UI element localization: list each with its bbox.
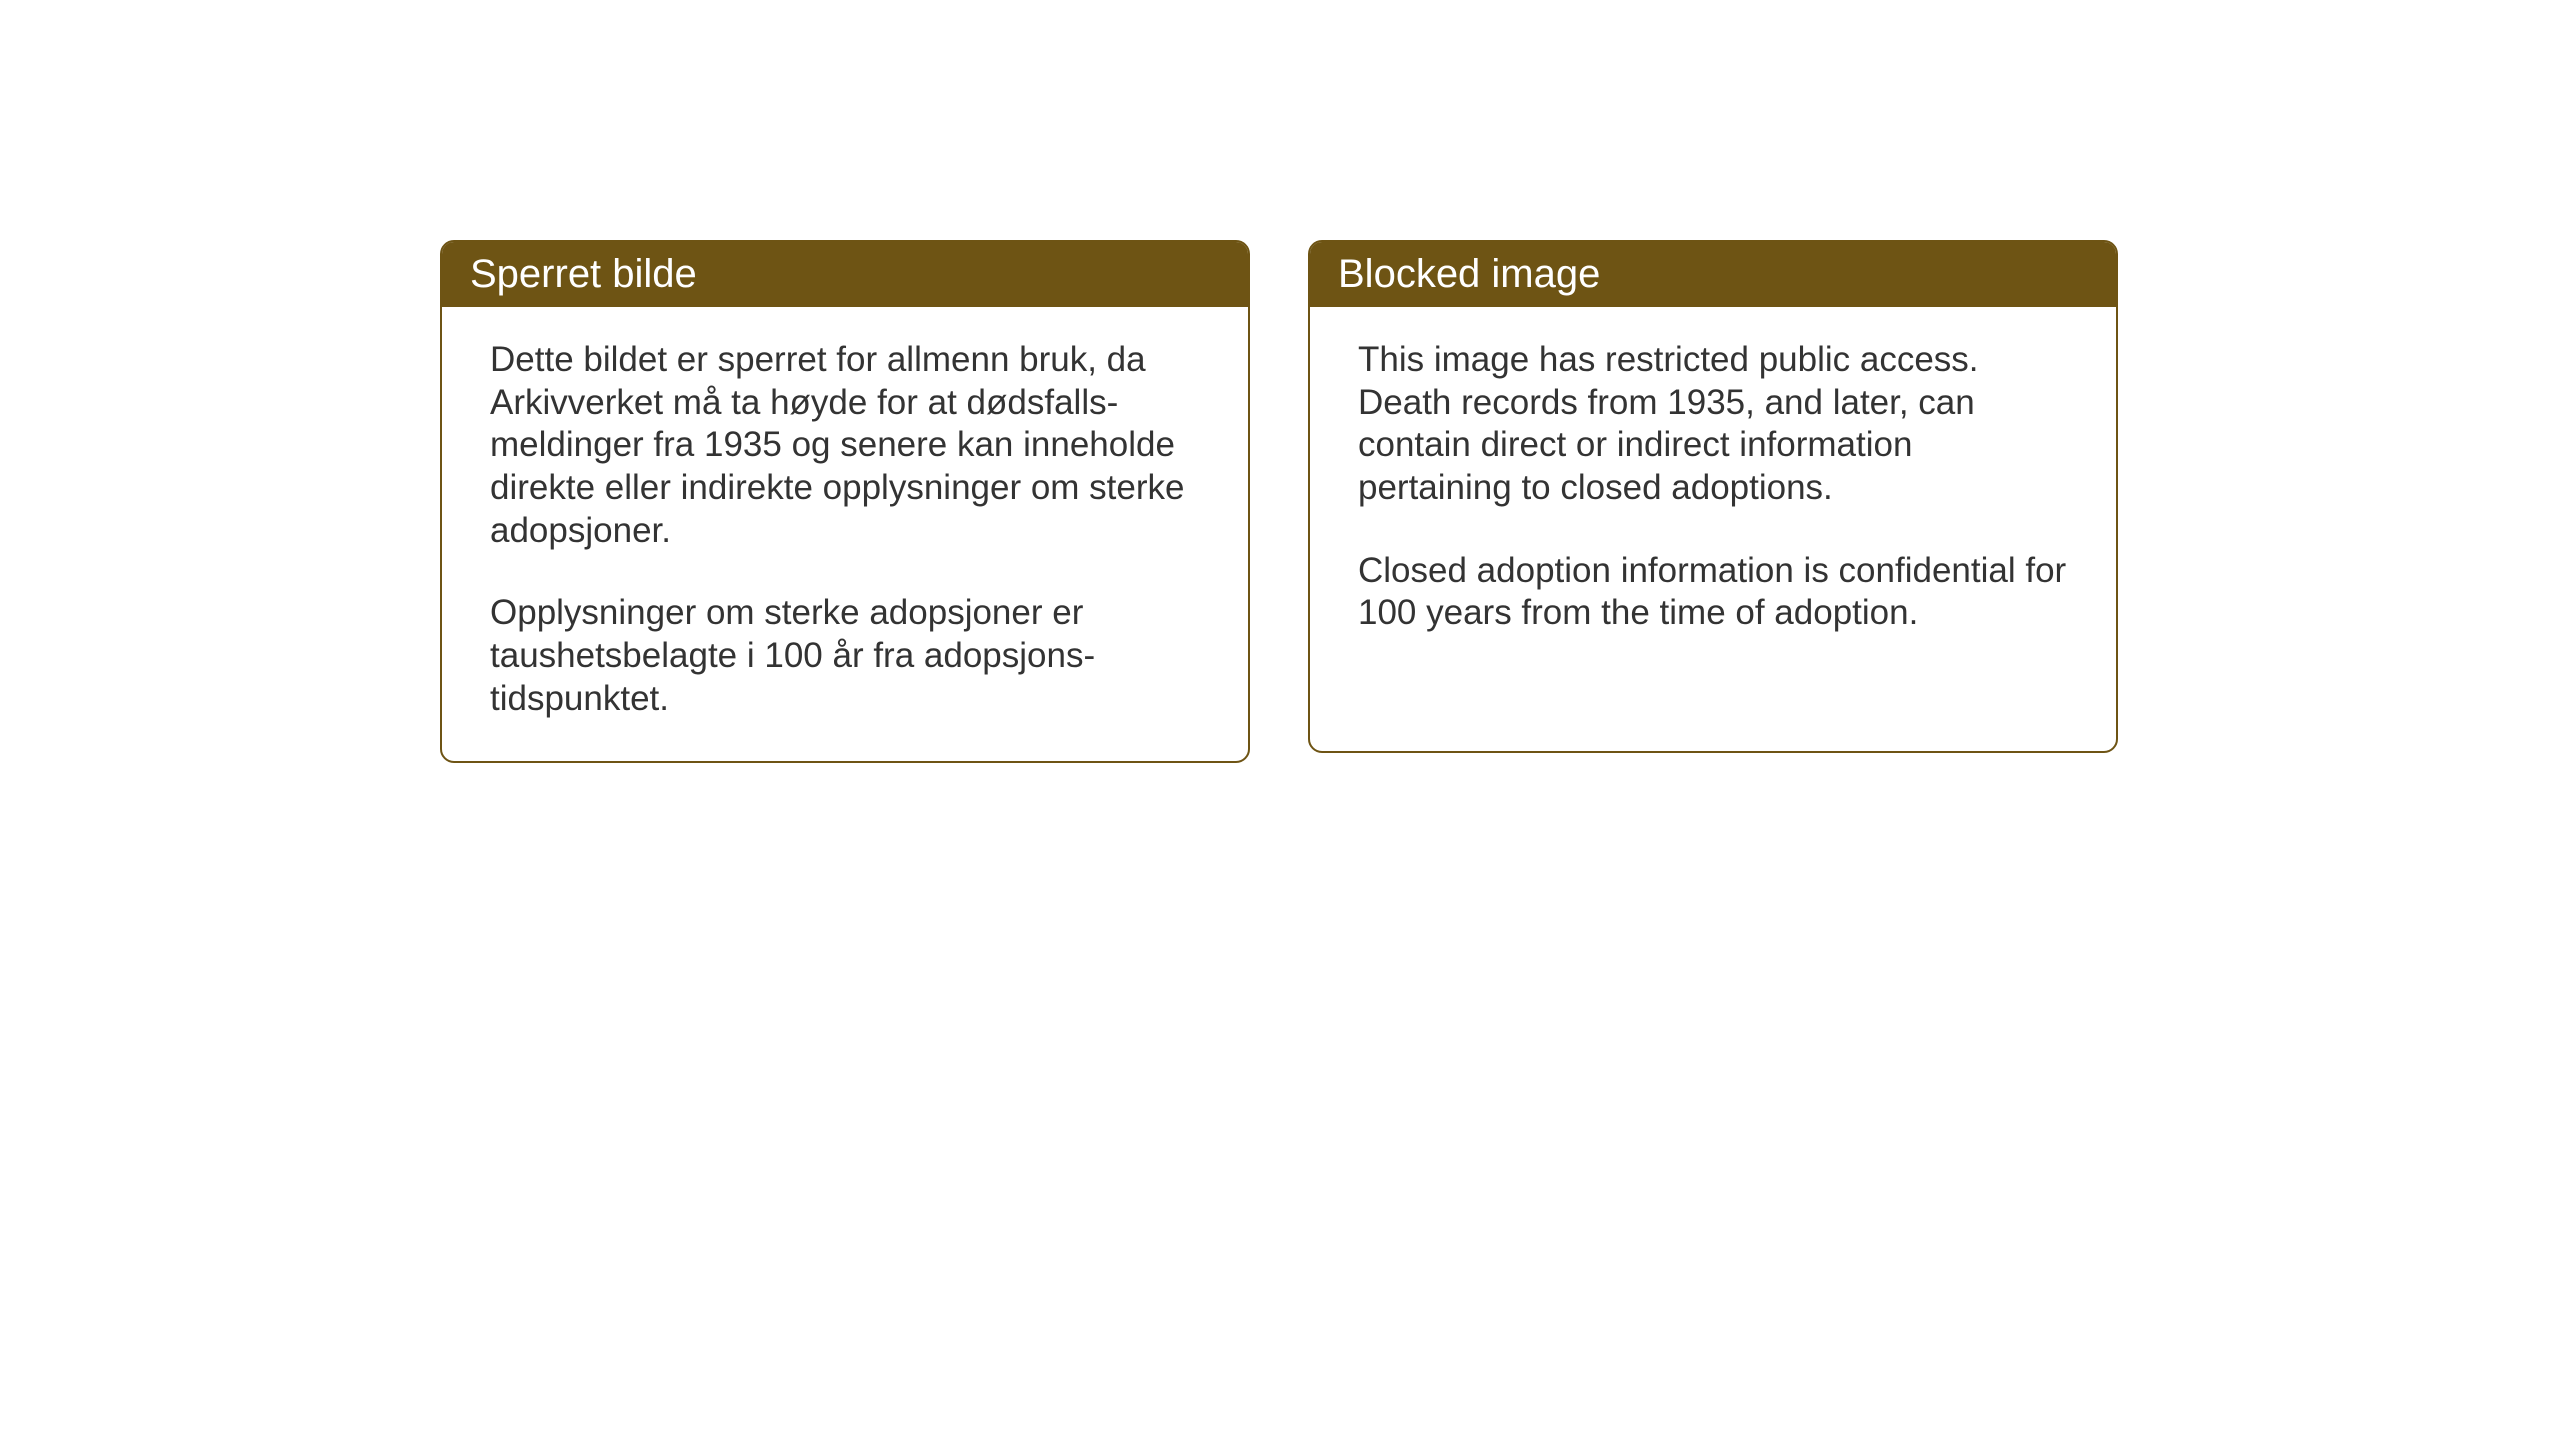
norwegian-card-title: Sperret bilde	[442, 242, 1248, 307]
english-notice-card: Blocked image This image has restricted …	[1308, 240, 2118, 753]
norwegian-notice-card: Sperret bilde Dette bildet er sperret fo…	[440, 240, 1250, 763]
english-paragraph-1: This image has restricted public access.…	[1358, 339, 2068, 510]
norwegian-card-body: Dette bildet er sperret for allmenn bruk…	[442, 307, 1248, 761]
norwegian-paragraph-1: Dette bildet er sperret for allmenn bruk…	[490, 339, 1200, 552]
english-paragraph-2: Closed adoption information is confident…	[1358, 550, 2068, 635]
norwegian-paragraph-2: Opplysninger om sterke adopsjoner er tau…	[490, 592, 1200, 720]
english-card-title: Blocked image	[1310, 242, 2116, 307]
notice-cards-container: Sperret bilde Dette bildet er sperret fo…	[440, 240, 2118, 763]
english-card-body: This image has restricted public access.…	[1310, 307, 2116, 675]
